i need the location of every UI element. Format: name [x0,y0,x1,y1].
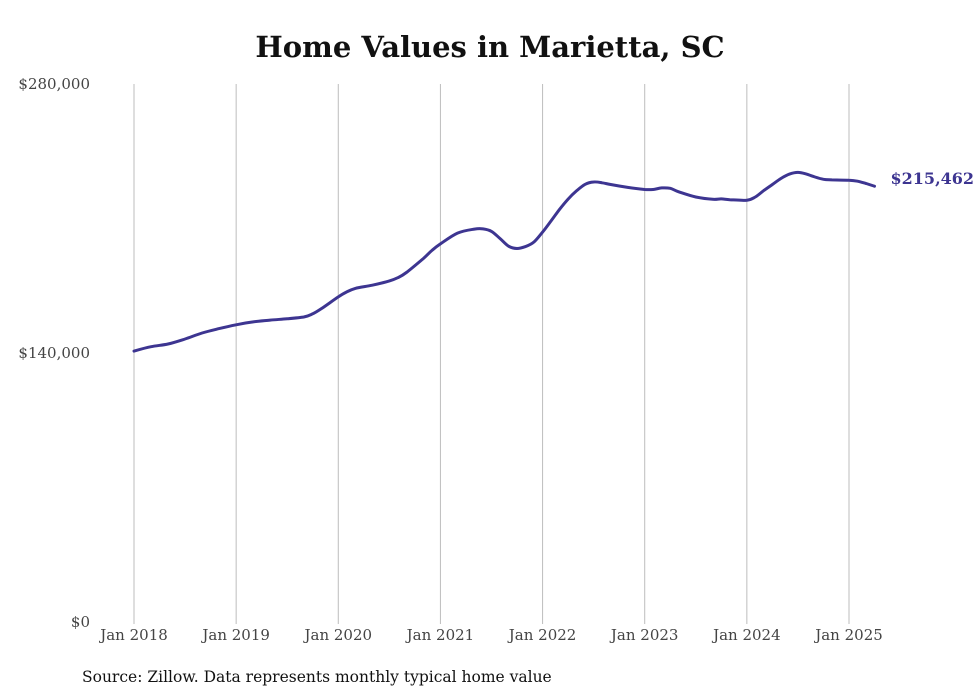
x-tick-label: Jan 2020 [303,626,373,644]
x-tick-label: Jan 2023 [609,626,679,644]
chart-title: Home Values in Marietta, SC [255,30,725,64]
x-tick-label: Jan 2018 [98,626,168,644]
y-tick-label: $0 [71,613,90,631]
x-tick-label: Jan 2019 [200,626,270,644]
x-tick-label: Jan 2022 [507,626,577,644]
x-tick-label: Jan 2024 [711,626,781,644]
x-tick-label: Jan 2021 [405,626,475,644]
series-layer [132,170,876,353]
labels: $215,462 [891,169,975,188]
x-tick-label: Jan 2025 [813,626,883,644]
axes: Jan 2018 Jan 2019 Jan 2020 Jan 2021 Jan 2022… [18,75,882,644]
y-tick-label: $140,000 [18,344,90,362]
end-value-label: $215,462 [891,169,975,188]
series-line [132,170,876,353]
gridlines [133,84,850,624]
y-tick-label: $280,000 [18,75,90,93]
source-note: Source: Zillow. Data represents monthly … [82,668,552,686]
